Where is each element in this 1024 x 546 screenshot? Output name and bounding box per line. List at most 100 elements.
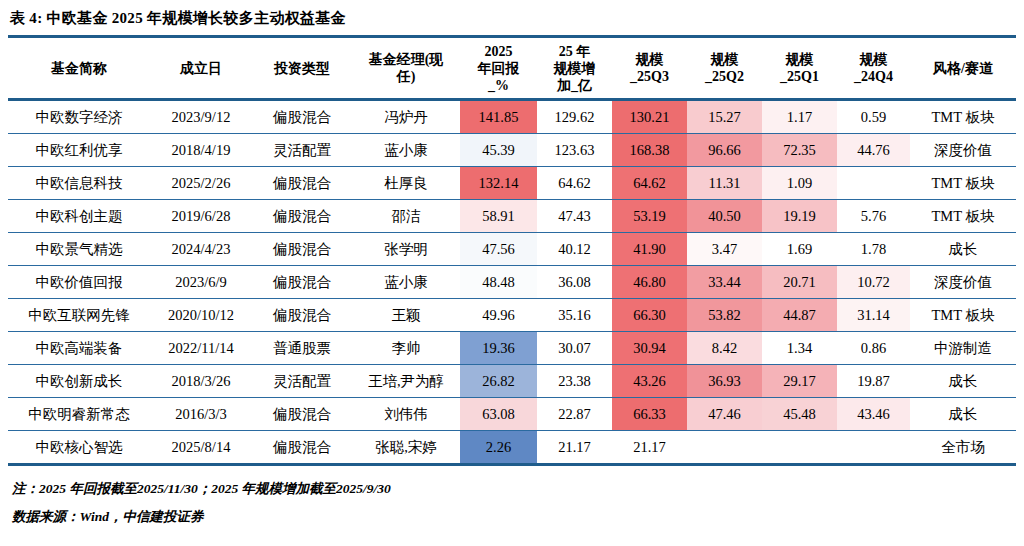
table-cell: 47.43	[537, 200, 612, 233]
table-cell: TMT 板块	[910, 167, 1016, 200]
table-cell: 2016/3/3	[150, 398, 252, 431]
note-cutoff-dates: 注：2025 年回报截至2025/11/30；2025 年规模增加截至2025/…	[12, 475, 1012, 503]
table-body: 中欧数字经济2023/9/12偏股混合冯炉丹141.85129.62130.21…	[8, 100, 1016, 465]
table-cell: 蓝小康	[352, 266, 460, 299]
table-cell: 深度价值	[910, 134, 1016, 167]
note-data-source: 数据来源：Wind，中信建投证券	[12, 503, 1012, 531]
table-cell: 中欧核心智选	[8, 431, 150, 465]
table-cell: 张学明	[352, 233, 460, 266]
table-cell: 33.44	[687, 266, 762, 299]
table-cell: 63.08	[460, 398, 537, 431]
table-cell: 中欧创新成长	[8, 365, 150, 398]
table-title: 表 4: 中欧基金 2025 年规模增长较多主动权益基金	[0, 0, 1024, 35]
table-row: 中欧数字经济2023/9/12偏股混合冯炉丹141.85129.62130.21…	[8, 100, 1016, 134]
table-cell: 1.78	[837, 233, 910, 266]
table-cell: 中欧明睿新常态	[8, 398, 150, 431]
table-cell: 0.59	[837, 100, 910, 134]
table-cell: 8.42	[687, 332, 762, 365]
col-header-fund-name: 基金简称	[8, 37, 150, 100]
table-cell: 1.17	[762, 100, 837, 134]
table-cell: 141.85	[460, 100, 537, 134]
table-cell: 21.17	[612, 431, 687, 465]
table-cell: 45.48	[762, 398, 837, 431]
table-cell	[687, 431, 762, 465]
table-cell: 168.38	[612, 134, 687, 167]
table-cell: 中欧数字经济	[8, 100, 150, 134]
table-cell: 2019/6/28	[150, 200, 252, 233]
table-cell: 3.47	[687, 233, 762, 266]
table-cell: 2024/4/23	[150, 233, 252, 266]
col-header-return-2025: 2025 年回报 _%	[460, 37, 537, 100]
table-cell: 43.46	[837, 398, 910, 431]
table-cell: 66.33	[612, 398, 687, 431]
table-cell: 20.71	[762, 266, 837, 299]
table-row: 中欧红利优享2018/4/19灵活配置蓝小康45.39123.63168.389…	[8, 134, 1016, 167]
table-cell: 邵洁	[352, 200, 460, 233]
table-cell: 刘伟伟	[352, 398, 460, 431]
table-cell: 偏股混合	[252, 100, 352, 134]
table-cell: TMT 板块	[910, 100, 1016, 134]
table-cell: 中欧信息科技	[8, 167, 150, 200]
table-cell: 40.50	[687, 200, 762, 233]
table-cell: 31.14	[837, 299, 910, 332]
table-cell: 130.21	[612, 100, 687, 134]
table-cell: 45.39	[460, 134, 537, 167]
table-row: 中欧景气精选2024/4/23偏股混合张学明47.5640.1241.903.4…	[8, 233, 1016, 266]
table-cell: 王颖	[352, 299, 460, 332]
table-cell: 偏股混合	[252, 299, 352, 332]
table-cell: 王培,尹为醇	[352, 365, 460, 398]
table-cell: 成长	[910, 365, 1016, 398]
table-row: 中欧科创主题2019/6/28偏股混合邵洁58.9147.4353.1940.5…	[8, 200, 1016, 233]
table-cell: 偏股混合	[252, 398, 352, 431]
report-table-page: 表 4: 中欧基金 2025 年规模增长较多主动权益基金 基金简称 成立日 投资…	[0, 0, 1024, 546]
table-cell: 47.56	[460, 233, 537, 266]
table-cell: 1.69	[762, 233, 837, 266]
table-cell: 中欧科创主题	[8, 200, 150, 233]
table-cell: 21.17	[537, 431, 612, 465]
table-cell: 53.19	[612, 200, 687, 233]
table-cell: 64.62	[537, 167, 612, 200]
table-cell: 冯炉丹	[352, 100, 460, 134]
table-cell: 张聪,宋婷	[352, 431, 460, 465]
table-cell: 64.62	[612, 167, 687, 200]
table-cell: 47.46	[687, 398, 762, 431]
table-cell: 中欧价值回报	[8, 266, 150, 299]
table-cell: 19.87	[837, 365, 910, 398]
col-header-manager: 基金经理(现 任)	[352, 37, 460, 100]
col-header-aum-25q2: 规模 _25Q2	[687, 37, 762, 100]
table-cell: TMT 板块	[910, 200, 1016, 233]
table-cell	[762, 431, 837, 465]
table-cell: 129.62	[537, 100, 612, 134]
table-cell: 11.31	[687, 167, 762, 200]
table-cell: 2018/3/26	[150, 365, 252, 398]
table-cell: 2022/11/14	[150, 332, 252, 365]
table-cell: 全市场	[910, 431, 1016, 465]
table-cell: 43.26	[612, 365, 687, 398]
table-cell: 1.34	[762, 332, 837, 365]
table-cell: 72.35	[762, 134, 837, 167]
table-cell: 29.17	[762, 365, 837, 398]
table-cell: 中欧红利优享	[8, 134, 150, 167]
table-cell	[837, 431, 910, 465]
table-cell: 41.90	[612, 233, 687, 266]
table-footnotes: 注：2025 年回报截至2025/11/30；2025 年规模增加截至2025/…	[0, 466, 1024, 531]
table-cell: 10.72	[837, 266, 910, 299]
table-cell: 深度价值	[910, 266, 1016, 299]
table-row: 中欧明睿新常态2016/3/3偏股混合刘伟伟63.0822.8766.3347.…	[8, 398, 1016, 431]
table-cell: 22.87	[537, 398, 612, 431]
table-cell: 5.76	[837, 200, 910, 233]
table-cell: 0.86	[837, 332, 910, 365]
table-cell: 偏股混合	[252, 167, 352, 200]
table-cell: 普通股票	[252, 332, 352, 365]
table-cell: 66.30	[612, 299, 687, 332]
col-header-aum-25q1: 规模 _25Q1	[762, 37, 837, 100]
table-cell: 96.66	[687, 134, 762, 167]
table-cell: 35.16	[537, 299, 612, 332]
table-cell: 中欧高端装备	[8, 332, 150, 365]
table-cell: 23.38	[537, 365, 612, 398]
table-cell: 123.63	[537, 134, 612, 167]
table-cell: 偏股混合	[252, 431, 352, 465]
header-row: 基金简称 成立日 投资类型 基金经理(现 任) 2025 年回报 _% 25 年…	[8, 37, 1016, 100]
table-row: 中欧创新成长2018/3/26灵活配置王培,尹为醇26.8223.3843.26…	[8, 365, 1016, 398]
table-cell: 偏股混合	[252, 266, 352, 299]
